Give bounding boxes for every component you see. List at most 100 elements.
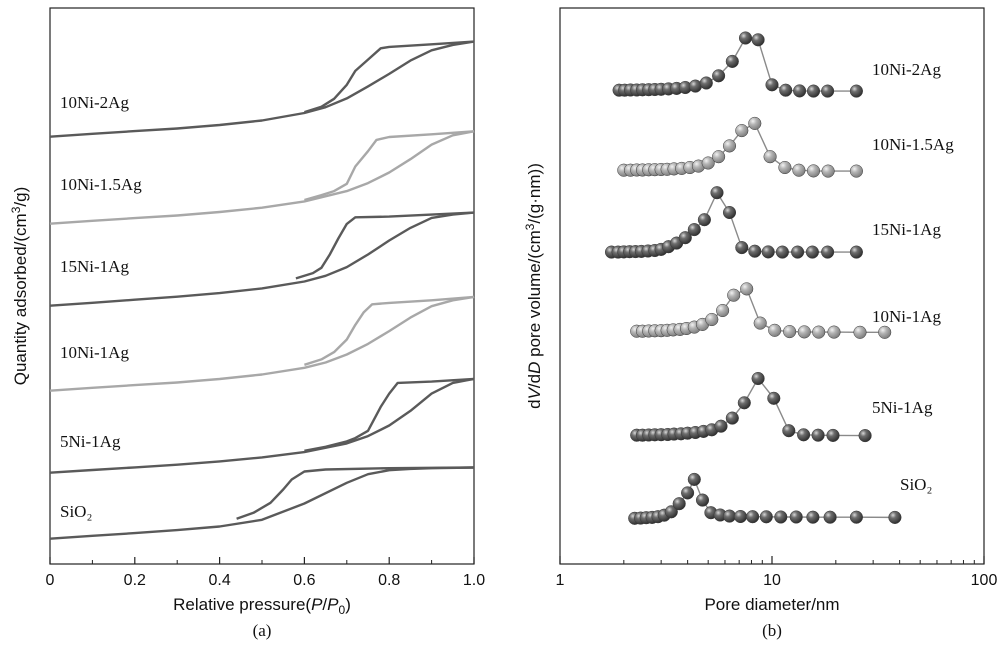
pore-point-sio [774, 510, 788, 524]
pore-point-10ni-1ag [740, 282, 754, 296]
pore-point-15ni-1ag [791, 245, 805, 259]
pore-point-10ni-1-5ag [849, 164, 863, 178]
pore-point-sio [733, 509, 748, 524]
pore-point-10ni-1ag [878, 325, 892, 339]
pore-point-15ni-1ag [710, 186, 724, 200]
panel-b-curves [604, 31, 902, 525]
pore-point-sio [664, 505, 678, 519]
panel-a-x-tick-label: 0.2 [124, 572, 146, 589]
panel-b-x-ticks: 1 10 100 [556, 556, 997, 589]
panel-b-label: (b) [762, 621, 782, 640]
pore-point-15ni-1ag [722, 205, 737, 220]
pore-line-5ni-1ag [636, 377, 866, 437]
isotherm-adsorption-10ni-1ag [49, 295, 475, 392]
panel-a-x-tick-label: 0.8 [378, 572, 400, 589]
pore-point-10ni-2ag [725, 54, 739, 68]
isotherm-desorption-15ni-1ag [295, 211, 475, 280]
pore-point-15ni-1ag [805, 245, 819, 259]
pore-point-10ni-1-5ag [792, 163, 806, 177]
pore-point-sio [695, 493, 710, 507]
series-label-b-10ni-1-5ag: 10Ni-1.5Ag [872, 135, 954, 154]
series-label-b-15ni-1ag: 15Ni-1Ag [872, 220, 941, 239]
pore-point-10ni-1ag [716, 303, 730, 318]
pore-point-10ni-1-5ag [722, 139, 737, 153]
pore-point-15ni-1ag [735, 241, 749, 255]
pore-point-10ni-1ag [768, 323, 782, 337]
pore-point-5ni-1ag [858, 429, 872, 443]
series-label-b-10ni-2ag: 10Ni-2Ag [872, 60, 941, 79]
pore-point-sio [823, 510, 837, 524]
pore-point-sio [681, 486, 695, 500]
pore-point-10ni-1ag [853, 325, 867, 339]
pore-point-10ni-2ag [779, 83, 793, 97]
pore-point-10ni-1ag [827, 325, 841, 339]
pore-point-10ni-1-5ag [748, 116, 762, 130]
pore-point-sio [746, 510, 760, 524]
pore-point-5ni-1ag [767, 391, 781, 405]
panel-b-x-tick-label: 1 [556, 572, 565, 589]
series-label-10ni-1-5ag: 10Ni-1.5Ag [60, 175, 142, 194]
pore-point-10ni-2ag [821, 84, 835, 98]
panel-a-x-tick-label: 0.4 [208, 572, 230, 589]
isotherm-desorption-10ni-1-5ag [304, 130, 475, 202]
pore-point-10ni-1ag [797, 325, 811, 339]
pore-point-5ni-1ag [811, 428, 825, 442]
isotherm-adsorption-10ni-2ag [49, 40, 475, 138]
pore-point-sio [888, 510, 902, 524]
pore-point-5ni-1ag [737, 396, 751, 410]
series-label-10ni-2ag: 10Ni-2Ag [60, 93, 129, 112]
pore-point-10ni-2ag [699, 76, 713, 90]
pore-point-15ni-1ag [697, 213, 711, 227]
isotherm-desorption-10ni-1ag [304, 295, 475, 366]
pore-point-15ni-1ag [748, 244, 762, 258]
isotherm-adsorption-15ni-1ag [49, 211, 475, 307]
panel-a-x-tick-label: 0 [46, 572, 55, 589]
pore-point-5ni-1ag [725, 411, 739, 425]
pore-point-sio [806, 510, 820, 524]
series-label-5ni-1ag: 5Ni-1Ag [60, 432, 121, 451]
pore-point-10ni-1-5ag [763, 150, 777, 164]
isotherm-adsorption-sio [49, 466, 475, 540]
pore-point-10ni-2ag [793, 84, 807, 98]
pore-point-10ni-2ag [688, 79, 702, 93]
pore-point-10ni-1-5ag [701, 156, 715, 170]
panel-b-y-axis-title: dV/dD pore volume/(cm3/(g·nm)) [523, 163, 544, 409]
pore-point-sio [849, 510, 863, 524]
panel-a-x-tick-label: 1.0 [463, 572, 485, 589]
pore-point-5ni-1ag [826, 428, 840, 442]
pore-point-sio [722, 509, 737, 523]
pore-point-10ni-1ag [753, 316, 767, 330]
panel-b-series-labels: 10Ni-2Ag 10Ni-1.5Ag 15Ni-1Ag 10Ni-1Ag 5Ni-1A… [872, 60, 954, 494]
pore-point-15ni-1ag [678, 231, 692, 245]
isotherm-adsorption-10ni-1-5ag [49, 130, 475, 225]
isotherm-adsorption-5ni-1ag [49, 377, 475, 474]
pore-point-10ni-1ag [727, 288, 741, 302]
pore-point-10ni-2ag [751, 33, 765, 47]
series-label-b-sio: SiO₂ [900, 475, 932, 494]
panel-b: 1 10 100 10Ni-2Ag 10Ni-1.5Ag 15Ni-1Ag 10Ni-1A… [523, 7, 997, 640]
series-label-10ni-1ag: 10Ni-1Ag [60, 343, 129, 362]
pore-point-10ni-1-5ag [821, 164, 835, 178]
pore-point-10ni-1-5ag [735, 124, 749, 138]
pore-point-5ni-1ag [751, 371, 765, 386]
series-label-b-10ni-1ag: 10Ni-1Ag [872, 307, 941, 326]
series-label-b-5ni-1ag: 5Ni-1Ag [872, 398, 933, 417]
pore-point-10ni-2ag [712, 69, 726, 83]
pore-point-10ni-1ag [783, 325, 797, 339]
pore-point-5ni-1ag [782, 424, 796, 438]
pore-point-10ni-1ag [812, 325, 826, 339]
pore-point-10ni-2ag [765, 78, 779, 92]
pore-point-sio [789, 510, 803, 524]
pore-point-15ni-1ag [849, 245, 863, 259]
pore-point-sio [672, 497, 686, 511]
pore-point-10ni-1-5ag [806, 164, 821, 178]
pore-point-15ni-1ag [821, 245, 835, 259]
panel-a-series-labels: 10Ni-2Ag 10Ni-1.5Ag 15Ni-1Ag 10Ni-1Ag 5Ni-1A… [60, 93, 142, 521]
pore-point-15ni-1ag [775, 245, 789, 259]
pore-point-10ni-1-5ag [712, 150, 726, 164]
panel-a-curves [49, 40, 475, 540]
panel-a-plot-frame [49, 7, 475, 565]
panel-a-x-tick-label: 0.6 [293, 572, 315, 589]
pore-point-10ni-2ag [738, 31, 753, 45]
